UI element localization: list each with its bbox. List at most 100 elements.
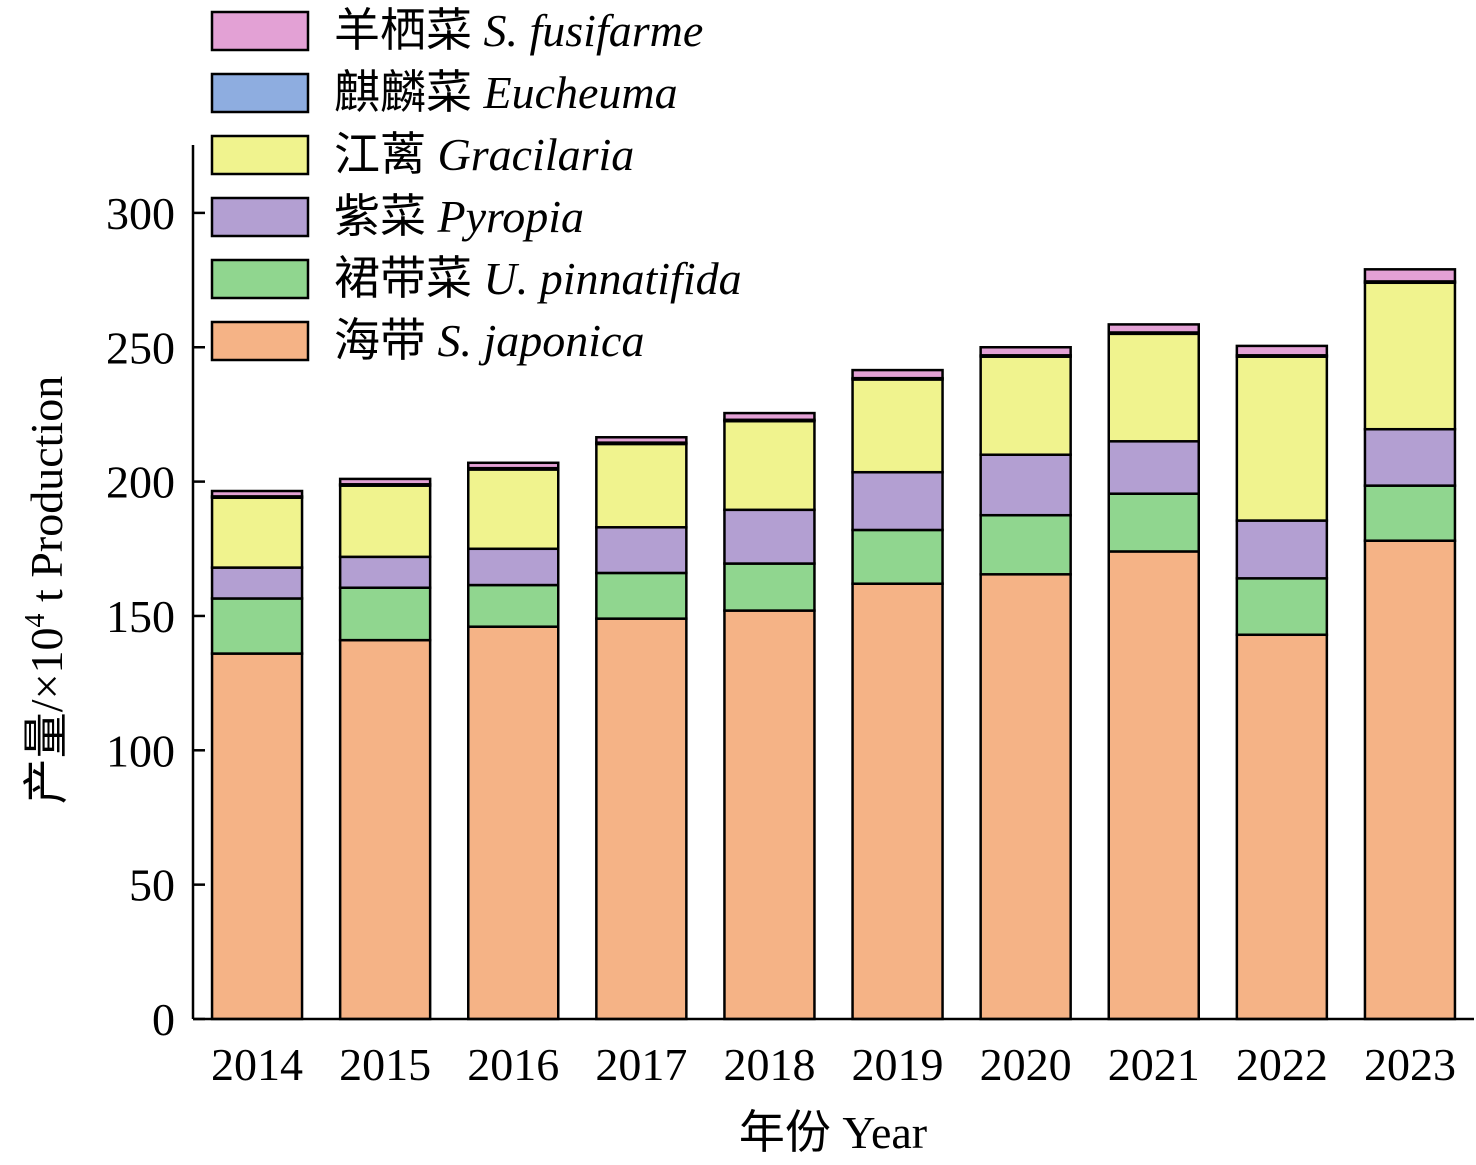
bar-segment	[723, 508, 816, 565]
legend-name: 紫菜	[334, 191, 438, 242]
legend-name: 羊栖菜	[334, 5, 484, 56]
legend-entry: 海带 S. japonica	[334, 315, 644, 366]
legend-name: 麒麟菜	[334, 67, 484, 118]
legend-latin-name: Pyropia	[437, 191, 585, 242]
bar-segment	[723, 411, 816, 422]
legend-name: 海带	[334, 315, 438, 366]
bar-segment	[1107, 332, 1200, 443]
bar-segment	[338, 477, 432, 486]
bar-segment	[1363, 268, 1457, 283]
bar-segment	[1235, 577, 1329, 637]
bar-segment	[979, 573, 1072, 1021]
y-tick-label: 100	[106, 725, 175, 776]
legend-name: 江蓠	[334, 129, 438, 180]
bar-segment	[338, 638, 432, 1021]
bar-segment	[851, 470, 944, 532]
x-tick-label: 2017	[595, 1039, 687, 1090]
bar-segment	[1107, 323, 1200, 334]
y-axis-title-superscript: 4	[20, 613, 51, 627]
bar-segment	[467, 461, 560, 470]
legend-entry: 羊栖菜 S. fusifarme	[334, 5, 703, 56]
legend-swatch	[210, 258, 310, 300]
bar-segment	[467, 547, 560, 587]
legend-latin-name: S. japonica	[438, 315, 645, 366]
bar-segment	[723, 562, 816, 612]
legend-swatch	[210, 72, 310, 114]
bar-segment	[1363, 539, 1457, 1021]
x-tick-label: 2015	[339, 1039, 431, 1090]
bar-segment	[1107, 440, 1200, 495]
legend-swatch	[210, 10, 310, 52]
bar-segment	[979, 453, 1072, 517]
bar-segment	[338, 555, 432, 589]
bar-segment	[210, 489, 304, 498]
bar-segment	[467, 583, 560, 628]
x-tick-label: 2023	[1364, 1039, 1456, 1090]
y-tick-label: 50	[129, 860, 175, 911]
y-tick-label: 200	[106, 457, 175, 508]
bar-segment	[595, 617, 688, 1021]
bar-segment	[338, 586, 432, 642]
y-axis-title: 产量/×104 t Production	[20, 376, 72, 804]
legend-latin-name: U. pinnatifida	[484, 253, 742, 304]
bar-segment	[851, 378, 944, 474]
y-axis-title-prefix: 产量/×10	[21, 627, 72, 804]
bar-segment	[467, 625, 560, 1021]
x-tick-label: 2021	[1108, 1039, 1200, 1090]
x-axis: 2014 2015 2016 2017 2018 2019 2020 2021 2022 2023	[193, 1017, 1474, 1090]
bar-segment	[595, 436, 688, 444]
bar-segment	[595, 442, 688, 529]
bar-segment	[210, 597, 304, 655]
x-axis-title: 年份 Year	[739, 1107, 927, 1158]
bar-segment	[979, 355, 1072, 456]
bar-segment	[1235, 633, 1329, 1021]
bar-segment	[210, 496, 304, 569]
bar-segment	[851, 368, 944, 380]
bar-segment	[979, 513, 1072, 576]
bar-segment	[595, 526, 688, 575]
legend-latin-name: Eucheuma	[483, 67, 678, 118]
bar-segment	[723, 609, 816, 1021]
bar-segment	[1235, 519, 1329, 580]
y-axis: 0 50 100 150 200 250 300	[106, 145, 205, 1045]
x-tick-label: 2020	[980, 1039, 1072, 1090]
bar-segment	[1363, 281, 1457, 431]
x-tick-label: 2018	[723, 1039, 815, 1090]
bars	[210, 268, 1457, 1021]
bar-segment	[1107, 492, 1200, 553]
bar-segment	[210, 652, 304, 1021]
y-tick-label: 250	[106, 322, 175, 373]
legend-entry: 紫菜 Pyropia	[334, 191, 584, 242]
bar-segment	[210, 566, 304, 600]
legend-entry: 麒麟菜 Eucheuma	[334, 67, 678, 118]
y-tick-label: 150	[106, 591, 175, 642]
x-tick-label: 2014	[211, 1039, 303, 1090]
legend-entry: 江蓠 Gracilaria	[334, 129, 634, 180]
bar-segment	[595, 571, 688, 620]
bar-segment	[979, 346, 1072, 357]
x-tick-label: 2019	[852, 1039, 944, 1090]
legend-swatch	[210, 320, 310, 362]
legend-entry: 裙带菜 U. pinnatifida	[334, 253, 742, 304]
bar-segment	[467, 468, 560, 551]
bar-segment	[1235, 355, 1329, 522]
legend-swatch	[210, 134, 310, 176]
bar-segment	[1363, 484, 1457, 542]
legend-name: 裙带菜	[334, 253, 484, 304]
legend-latin-name: S. fusifarme	[484, 5, 704, 56]
bar-segment	[851, 528, 944, 585]
y-tick-label: 300	[106, 188, 175, 239]
legend-swatch	[210, 196, 310, 238]
y-tick-label: 0	[152, 994, 175, 1045]
bar-segment	[1235, 344, 1329, 357]
x-tick-label: 2016	[467, 1039, 559, 1090]
bar-segment	[1363, 427, 1457, 487]
x-tick-label: 2022	[1236, 1039, 1328, 1090]
bar-segment	[723, 419, 816, 512]
bar-segment	[1107, 550, 1200, 1021]
bar-segment	[851, 582, 944, 1021]
y-axis-title-suffix: t Production	[21, 376, 72, 614]
legend-latin-name: Gracilaria	[438, 129, 635, 180]
